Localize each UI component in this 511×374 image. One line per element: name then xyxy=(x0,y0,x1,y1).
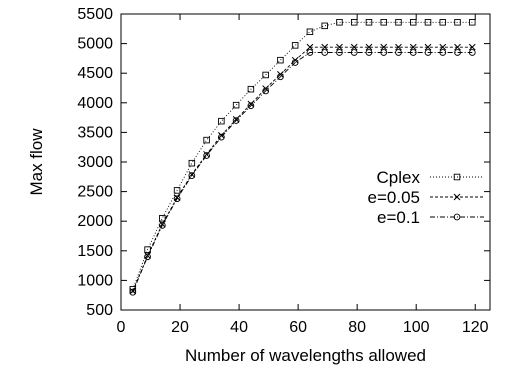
legend-label: e=0.05 xyxy=(368,188,420,207)
plot-frame xyxy=(120,13,491,311)
data-point xyxy=(409,19,417,26)
data-point xyxy=(336,19,343,26)
data-point xyxy=(454,19,461,26)
data-point xyxy=(203,136,210,144)
y-tick-label: 3000 xyxy=(77,154,113,171)
y-tick-label: 2000 xyxy=(77,213,113,230)
plot-area: 5001000150020002500300035004000450050005… xyxy=(77,6,491,336)
legend-marker xyxy=(453,213,461,221)
y-tick-label: 2500 xyxy=(77,184,113,201)
data-point xyxy=(468,49,476,56)
data-point xyxy=(218,117,225,125)
series-line-2 xyxy=(132,52,473,293)
data-point xyxy=(439,49,447,56)
data-point xyxy=(454,43,461,51)
y-tick-label: 4500 xyxy=(77,65,113,82)
data-point xyxy=(439,19,447,26)
data-point xyxy=(365,49,373,56)
data-point xyxy=(232,116,240,123)
data-point xyxy=(159,214,166,222)
data-point xyxy=(144,253,151,261)
data-point xyxy=(350,19,358,26)
data-point xyxy=(365,43,373,51)
data-point xyxy=(203,150,210,158)
data-point xyxy=(336,43,343,51)
data-point xyxy=(424,49,432,56)
data-point xyxy=(409,49,417,56)
x-tick-label: 20 xyxy=(171,319,189,336)
data-point xyxy=(306,49,314,56)
legend-label: e=0.1 xyxy=(377,208,420,227)
series-line-1 xyxy=(132,46,473,292)
data-point xyxy=(380,43,388,51)
data-point xyxy=(173,187,181,194)
y-tick-label: 5000 xyxy=(77,36,113,53)
x-tick-label: 0 xyxy=(117,319,126,336)
data-point xyxy=(247,85,255,93)
data-point xyxy=(188,159,196,167)
data-point xyxy=(350,49,358,56)
data-point xyxy=(291,42,299,49)
data-point xyxy=(262,87,269,95)
data-point xyxy=(188,172,196,179)
y-tick-label: 1500 xyxy=(77,243,113,260)
data-point xyxy=(424,19,432,26)
data-point xyxy=(380,49,388,56)
data-point xyxy=(203,152,210,159)
data-point xyxy=(173,195,181,203)
data-point xyxy=(262,85,270,92)
data-point xyxy=(277,71,284,78)
data-point xyxy=(395,19,402,26)
data-point xyxy=(321,22,328,30)
x-tick-label: 60 xyxy=(289,319,307,336)
data-point xyxy=(247,100,255,108)
legend-marker xyxy=(453,193,461,201)
y-tick-label: 5500 xyxy=(77,6,113,23)
data-point xyxy=(380,19,387,26)
data-point xyxy=(395,49,402,56)
y-tick-label: 4000 xyxy=(77,95,113,112)
y-tick-label: 3500 xyxy=(77,124,113,141)
data-point xyxy=(158,221,166,229)
data-point xyxy=(232,117,240,124)
data-point xyxy=(129,288,137,296)
data-point xyxy=(218,132,225,139)
legend-label: Cplex xyxy=(377,168,421,187)
x-tick-label: 120 xyxy=(462,319,489,336)
data-point xyxy=(439,43,447,51)
data-point xyxy=(321,43,329,51)
data-point xyxy=(350,43,358,51)
data-point xyxy=(424,43,432,51)
data-point xyxy=(291,56,299,64)
data-point xyxy=(454,49,461,56)
x-axis-title: Number of wavelengths allowed xyxy=(185,346,426,365)
x-tick-label: 40 xyxy=(230,319,248,336)
x-tick-label: 80 xyxy=(348,319,366,336)
y-axis-title: Max flow xyxy=(27,128,46,196)
data-point xyxy=(395,43,402,51)
data-point xyxy=(158,220,166,228)
data-point xyxy=(306,43,314,51)
data-point xyxy=(409,43,417,51)
data-point xyxy=(277,56,284,64)
data-point xyxy=(468,43,476,51)
data-point xyxy=(232,101,240,109)
data-point xyxy=(218,133,225,141)
data-point xyxy=(469,19,476,26)
data-point xyxy=(321,49,329,56)
y-tick-label: 1000 xyxy=(77,272,113,289)
series-line-0 xyxy=(132,21,473,290)
data-point xyxy=(365,19,373,26)
data-point xyxy=(262,71,269,79)
data-point xyxy=(306,28,314,36)
data-point xyxy=(291,59,299,66)
data-point xyxy=(277,73,284,81)
data-point xyxy=(336,49,343,56)
x-tick-label: 100 xyxy=(403,319,430,336)
data-point xyxy=(247,102,255,110)
legend-marker xyxy=(453,173,461,181)
y-tick-label: 500 xyxy=(86,302,113,319)
